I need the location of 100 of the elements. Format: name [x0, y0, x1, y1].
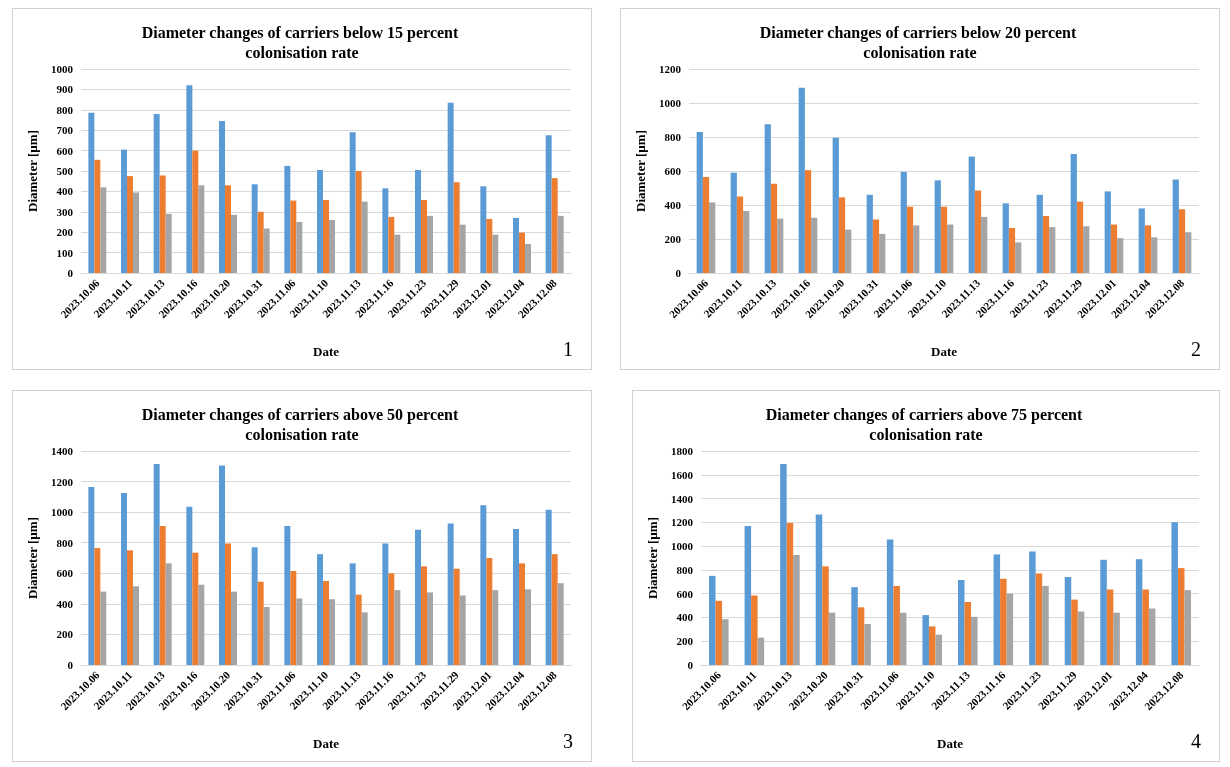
- bar: [198, 584, 205, 665]
- y-tick-label: 0: [67, 267, 74, 279]
- bar: [415, 529, 422, 665]
- bar: [186, 85, 193, 273]
- bar: [709, 202, 716, 273]
- bar: [1076, 201, 1084, 273]
- bar: [94, 548, 101, 665]
- bar: [993, 554, 1001, 665]
- bar: [757, 637, 765, 665]
- y-tick-label: 200: [56, 628, 74, 641]
- bar: [100, 591, 107, 665]
- y-tick-label: 1000: [671, 540, 694, 553]
- bar: [1106, 589, 1114, 665]
- bar: [770, 183, 778, 273]
- bar: [1178, 209, 1186, 273]
- bar: [100, 187, 107, 273]
- bar: [394, 234, 401, 273]
- bar: [225, 185, 231, 273]
- y-tick-label: 800: [676, 563, 694, 576]
- bar: [382, 188, 389, 273]
- y-tick-label: 1000: [51, 63, 74, 75]
- bar: [290, 570, 297, 665]
- text: 3: [563, 730, 573, 752]
- bar: [1172, 179, 1179, 273]
- bar: [415, 169, 422, 273]
- y-axis-title: Diameter [µm]: [25, 130, 40, 212]
- bar: [1070, 154, 1077, 273]
- bar: [355, 171, 362, 273]
- bar: [1110, 224, 1118, 273]
- y-tick-label: 1800: [671, 445, 694, 457]
- bar: [127, 176, 133, 273]
- bar: [296, 222, 303, 273]
- bar: [159, 175, 166, 273]
- bar: [94, 159, 101, 273]
- bar: [851, 587, 858, 665]
- y-tick-label: 1000: [659, 97, 682, 109]
- bar: [1006, 593, 1014, 665]
- bar: [486, 218, 493, 273]
- bar: [764, 124, 771, 273]
- bar: [804, 170, 812, 273]
- bar: [1184, 590, 1191, 665]
- bar: [1049, 227, 1056, 273]
- bar: [822, 566, 829, 665]
- bar: [263, 228, 270, 273]
- bar: [349, 132, 356, 273]
- bar: [900, 171, 907, 273]
- y-tick-label: 100: [56, 246, 74, 259]
- bar: [866, 194, 873, 273]
- bar: [1029, 551, 1036, 665]
- bar: [127, 550, 133, 665]
- y-tick-label: 600: [676, 587, 694, 600]
- bar: [798, 87, 805, 273]
- bar: [786, 522, 794, 665]
- bar: [828, 612, 836, 665]
- y-tick-label: 800: [56, 103, 74, 116]
- bar: [159, 525, 166, 665]
- y-tick-label: 600: [56, 567, 74, 580]
- bar: [696, 131, 703, 273]
- chart-title: Diameter changes of carriers above 50 percent colonisation rate: [141, 405, 463, 443]
- bar: [971, 616, 978, 665]
- y-tick-label: 300: [56, 205, 74, 218]
- bar: [964, 601, 972, 665]
- bar: [1151, 237, 1158, 273]
- bar: [317, 554, 324, 665]
- bar: [879, 233, 886, 273]
- y-axis-title: Diameter [µm]: [25, 517, 40, 599]
- bar: [219, 465, 226, 665]
- bar: [1008, 227, 1016, 273]
- bar: [1138, 208, 1145, 273]
- bar: [192, 150, 199, 273]
- bar: [1144, 225, 1152, 273]
- bar: [296, 598, 303, 665]
- bar: [968, 156, 975, 273]
- y-tick-label: 800: [56, 536, 74, 549]
- bar: [545, 509, 552, 665]
- bar: [317, 169, 324, 273]
- bar: [958, 579, 965, 665]
- bar: [361, 201, 368, 273]
- bar: [165, 563, 172, 665]
- bar: [934, 180, 941, 273]
- x-axis-title: Date: [931, 344, 958, 359]
- bar: [1142, 589, 1149, 665]
- bar: [751, 595, 758, 665]
- bar: [793, 555, 800, 665]
- bar: [1100, 559, 1107, 665]
- bar: [421, 199, 427, 273]
- bar: [524, 244, 531, 273]
- bar: [88, 112, 95, 273]
- bar: [715, 600, 723, 665]
- bar: [394, 590, 401, 665]
- bar: [974, 190, 982, 273]
- bar: [328, 599, 335, 665]
- bar: [121, 493, 128, 665]
- y-tick-label: 700: [56, 124, 74, 137]
- bar: [192, 552, 199, 665]
- y-tick-label: 400: [56, 185, 74, 198]
- bar: [872, 219, 880, 273]
- bar: [557, 583, 564, 665]
- bar: [838, 197, 846, 273]
- y-tick-label: 0: [67, 659, 74, 671]
